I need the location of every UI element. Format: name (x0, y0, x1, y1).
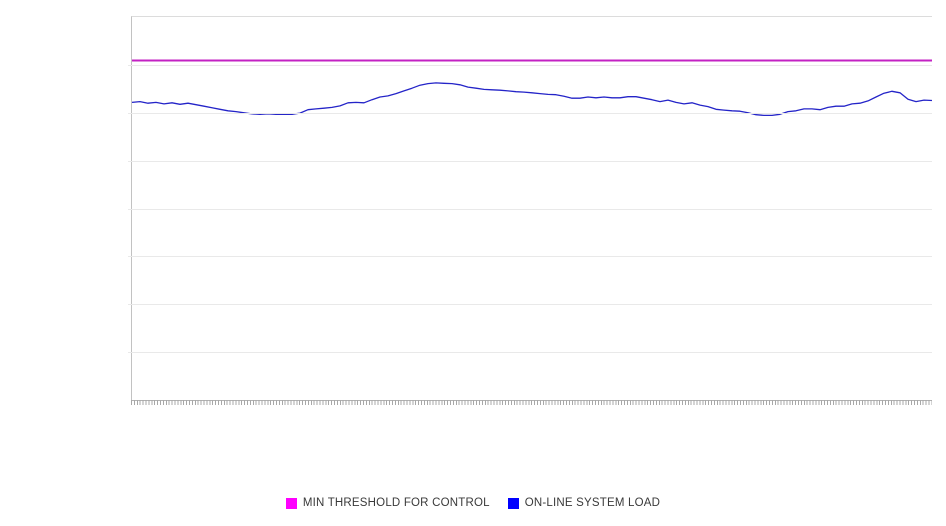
gridline (128, 352, 932, 353)
legend-label-system-load: ON-LINE SYSTEM LOAD (524, 497, 661, 509)
x-axis-minor-ticks (131, 400, 932, 405)
series-layer (131, 59, 933, 117)
gridline (128, 304, 932, 305)
legend-label-min-threshold: MIN THRESHOLD FOR CONTROL (302, 497, 490, 509)
online-system-load-line (131, 82, 933, 117)
gridline (128, 256, 932, 257)
gridline (128, 113, 932, 114)
plot-area (128, 16, 933, 401)
min-threshold-swatch-icon (285, 497, 297, 509)
legend-item-system-load: ON-LINE SYSTEM LOAD (507, 497, 661, 509)
legend: MIN THRESHOLD FOR CONTROL ON-LINE SYSTEM… (0, 497, 946, 509)
gridline (128, 161, 932, 162)
system-load-swatch-icon (507, 497, 519, 509)
gridline (128, 209, 932, 210)
legend-item-min-threshold: MIN THRESHOLD FOR CONTROL (285, 497, 490, 509)
gridline (128, 65, 932, 66)
